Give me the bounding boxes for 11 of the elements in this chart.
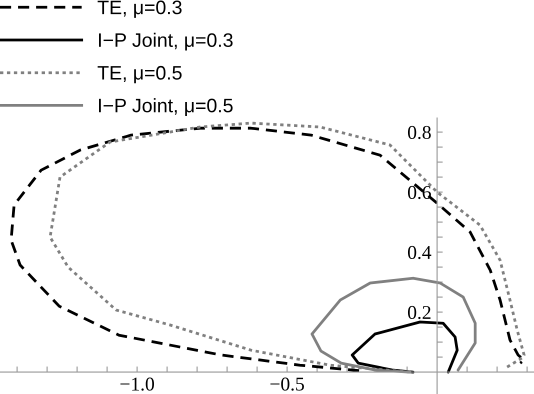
- y-tick-label: 0.8: [408, 126, 431, 140]
- legend-label: I−P Joint, μ=0.3: [99, 32, 233, 51]
- y-tick-label: 0.2: [408, 306, 430, 320]
- legend-label: TE, μ=0.5: [98, 66, 182, 84]
- y-tick-label: 0.4: [408, 246, 432, 260]
- legend-label: TE, μ=0.3: [98, 0, 182, 18]
- line-series: [350, 320, 459, 374]
- legend-label: I−P Joint, μ=0.5: [99, 98, 233, 116]
- x-tick-label: −1.0: [120, 378, 154, 391]
- y-tick-label: 0.6: [408, 186, 431, 200]
- x-tick-label: −0.5: [270, 378, 304, 391]
